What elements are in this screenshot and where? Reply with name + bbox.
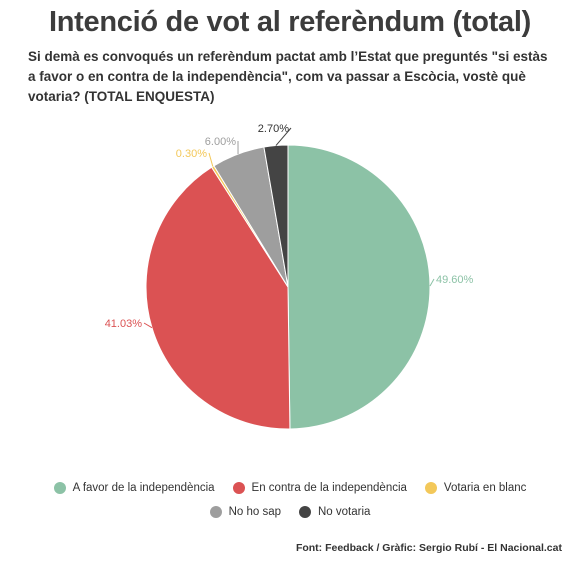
data-label-a-favor: 49.60%: [436, 274, 474, 286]
legend-swatch-a-favor: [53, 482, 66, 494]
leader-line-en-contra: [143, 322, 153, 329]
leader-line-a-favor: [429, 278, 435, 287]
leader-line-en-blanc: [208, 152, 214, 167]
legend-swatch-en-blanc: [424, 482, 437, 494]
legend: A favor de la independència En contra de…: [0, 482, 580, 530]
chart-title: Intenció de vot al referèndum (total): [49, 6, 531, 38]
legend-item-no-ho-sap[interactable]: No ho sap: [209, 506, 281, 518]
pie-slice-a-favor: [287, 144, 431, 430]
legend-row-1: A favor de la independència En contra de…: [0, 482, 580, 494]
legend-item-en-blanc[interactable]: Votaria en blanc: [424, 482, 527, 494]
data-label-en-contra: 41.03%: [105, 318, 143, 330]
legend-item-en-contra[interactable]: En contra de la independència: [232, 482, 407, 494]
legend-label-no-votaria: No votaria: [318, 506, 371, 518]
chart-subtitle: Si demà es convoqués un referèndum pacta…: [28, 49, 548, 104]
source-credit: Font: Feedback / Gràfic: Sergio Rubí - E…: [295, 542, 562, 554]
leader-line-no-votaria: [275, 127, 292, 146]
legend-label-en-blanc: Votaria en blanc: [443, 482, 527, 494]
legend-item-no-votaria[interactable]: No votaria: [299, 506, 370, 518]
legend-swatch-en-contra: [232, 482, 245, 494]
legend-label-en-contra: En contra de la independència: [251, 482, 407, 494]
legend-swatch-no-ho-sap: [209, 506, 222, 518]
legend-row-2: No ho sap No votaria: [0, 506, 580, 518]
legend-swatch-no-votaria: [299, 506, 311, 518]
legend-label-a-favor: A favor de la independència: [72, 482, 215, 494]
pie-slice-no-votaria: [263, 144, 289, 288]
legend-item-a-favor[interactable]: A favor de la independència: [53, 482, 215, 494]
data-label-no-ho-sap: 6.00%: [205, 136, 236, 148]
data-label-no-votaria: 2.70%: [258, 123, 289, 135]
data-label-en-blanc: 0.30%: [176, 148, 207, 160]
legend-label-no-ho-sap: No ho sap: [228, 506, 281, 518]
